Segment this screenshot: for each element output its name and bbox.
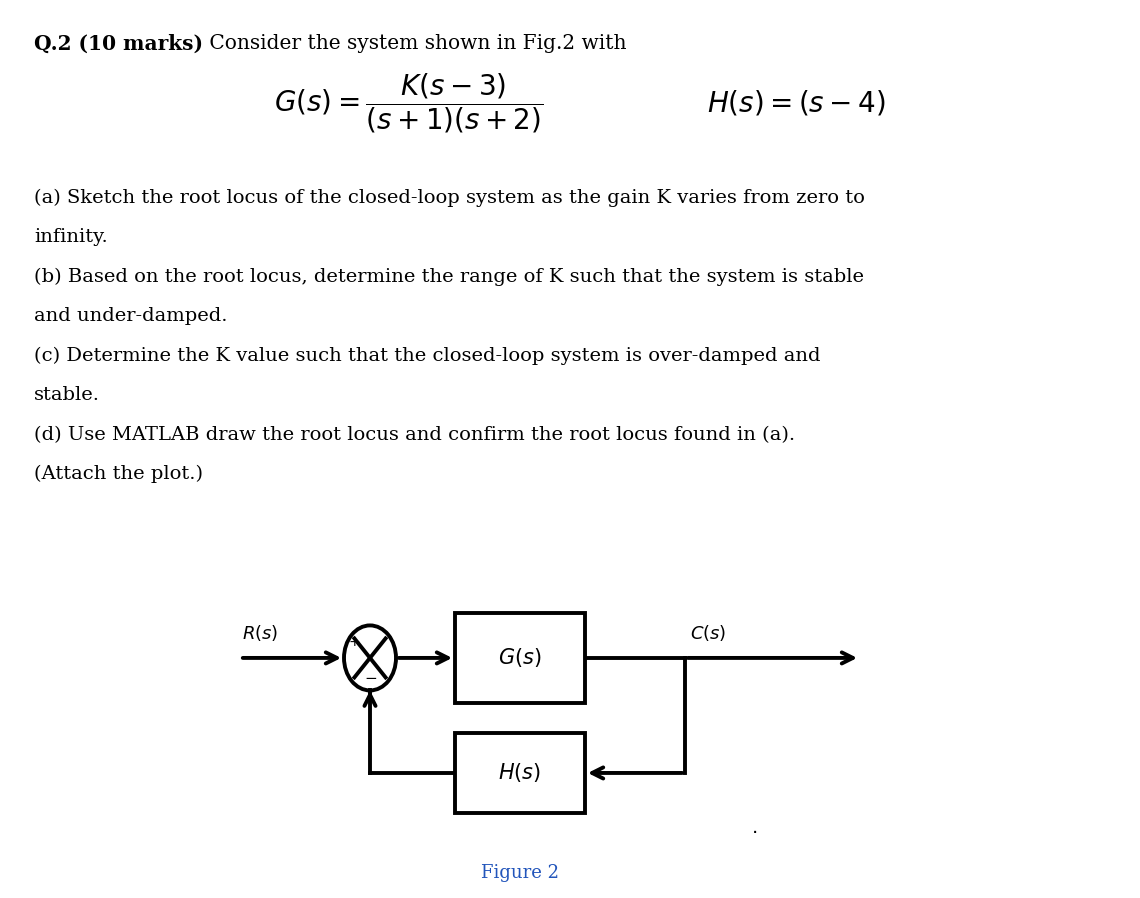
Text: (c) Determine the K value such that the closed-loop system is over-damped and: (c) Determine the K value such that the … [34, 347, 821, 365]
Text: Consider the system shown in Fig.2 with: Consider the system shown in Fig.2 with [203, 34, 626, 53]
FancyBboxPatch shape [455, 733, 585, 813]
Text: $+$: $+$ [348, 635, 360, 649]
Text: $\mathit{H}(\mathit{s})$: $\mathit{H}(\mathit{s})$ [498, 762, 542, 785]
Text: $\mathit{G}(\mathit{s})$: $\mathit{G}(\mathit{s})$ [498, 647, 542, 669]
Text: (a) Sketch the root locus of the closed-loop system as the gain K varies from ze: (a) Sketch the root locus of the closed-… [34, 189, 865, 207]
Text: and under-damped.: and under-damped. [34, 307, 228, 325]
Text: $\mathit{G}(\mathit{s}) = \dfrac{\mathit{K}(\mathit{s}-3)}{(\mathit{s}+1)(\mathi: $\mathit{G}(\mathit{s}) = \dfrac{\mathit… [274, 72, 543, 135]
Text: (b) Based on the root locus, determine the range of K such that the system is st: (b) Based on the root locus, determine t… [34, 268, 864, 286]
Text: .: . [752, 818, 758, 838]
Text: Figure 2: Figure 2 [481, 864, 559, 882]
Text: $\mathit{C}(\mathit{s})$: $\mathit{C}(\mathit{s})$ [690, 623, 726, 643]
Text: stable.: stable. [34, 386, 100, 404]
Text: $-$: $-$ [365, 669, 377, 684]
Text: (Attach the plot.): (Attach the plot.) [34, 465, 203, 483]
Text: (d) Use MATLAB draw the root locus and confirm the root locus found in (a).: (d) Use MATLAB draw the root locus and c… [34, 426, 796, 444]
FancyBboxPatch shape [455, 613, 585, 703]
Text: $\mathit{R}(\mathit{s})$: $\mathit{R}(\mathit{s})$ [242, 623, 278, 643]
Text: $\mathit{H}(\mathit{s}) = (\mathit{s} - 4)$: $\mathit{H}(\mathit{s}) = (\mathit{s} - … [707, 89, 886, 118]
Text: Q.2 (10 marks): Q.2 (10 marks) [34, 34, 203, 54]
Text: infinity.: infinity. [34, 228, 108, 246]
